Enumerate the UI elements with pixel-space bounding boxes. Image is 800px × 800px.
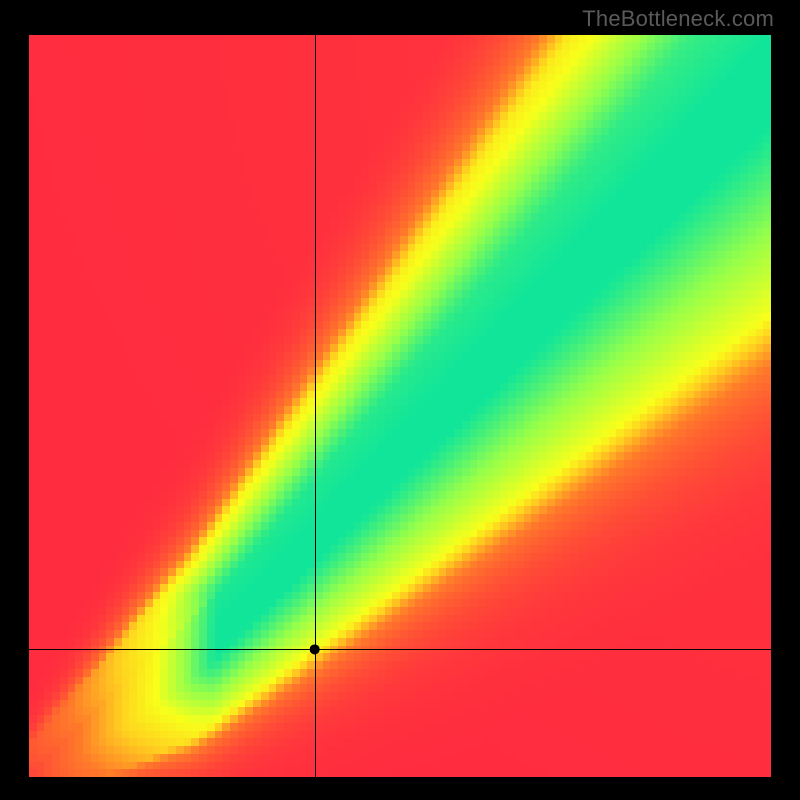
chart-outer-frame: TheBottleneck.com [0, 0, 800, 800]
watermark-text: TheBottleneck.com [582, 6, 774, 32]
heatmap-plot-area [29, 35, 771, 777]
heatmap-canvas [29, 35, 771, 777]
